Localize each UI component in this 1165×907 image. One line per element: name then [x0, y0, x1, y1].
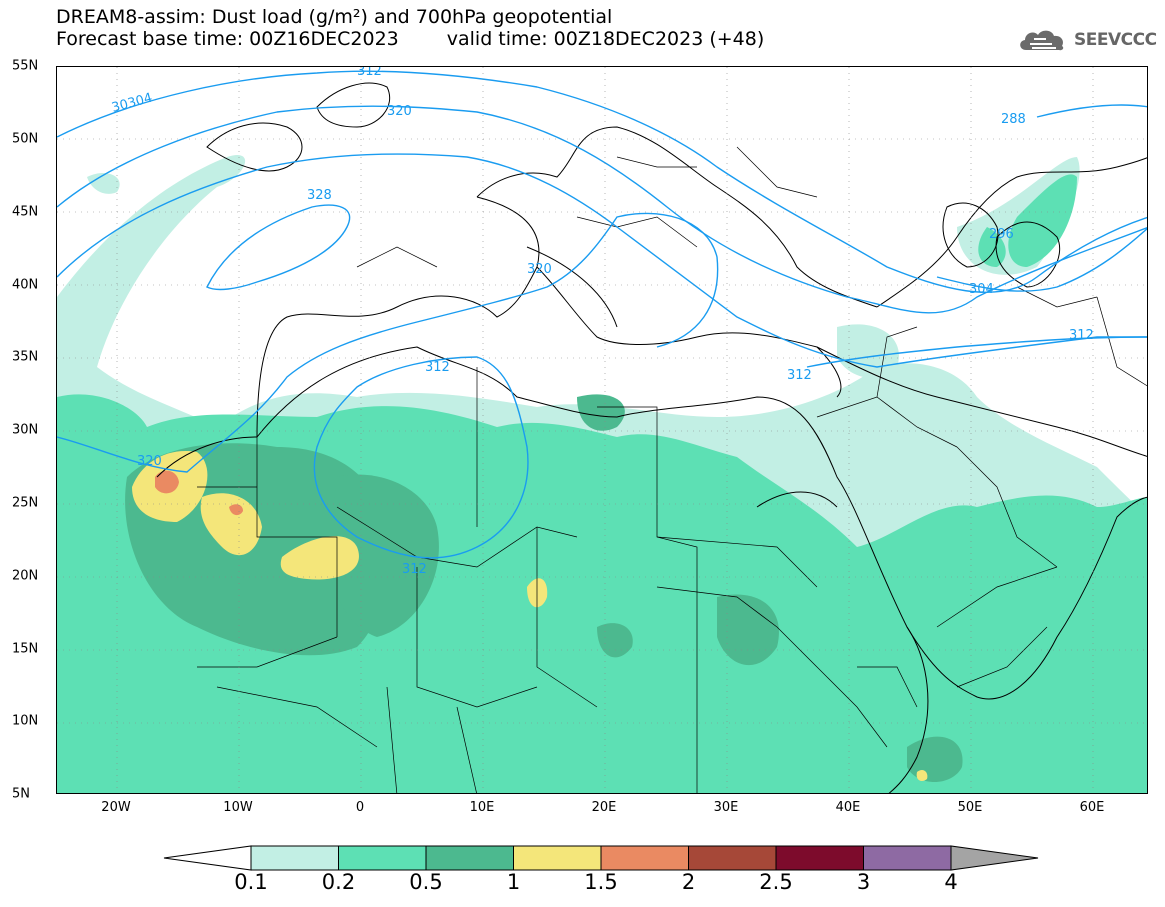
colorbar-tick-label: 1	[506, 870, 521, 894]
forecast-base-time: Forecast base time: 00Z16DEC2023	[56, 28, 399, 50]
lat-label: 30N	[12, 422, 39, 438]
colorbar-swatch	[775, 845, 864, 871]
colorbar-tick-label: 0.1	[234, 870, 268, 894]
title-line-1: DREAM8-assim: Dust load (g/m²) and 700hP…	[56, 6, 613, 28]
contour-label: 320	[527, 262, 552, 277]
colorbar-tick-label: 2.5	[759, 870, 793, 894]
lat-label: 5N	[12, 786, 30, 802]
lon-label: 40E	[835, 800, 861, 815]
lat-label: 10N	[12, 713, 39, 729]
dust-load-field: 30304 312 320 328 320 312 312 320 312 31…	[57, 67, 1147, 793]
colorbar-tick-label: 4	[944, 870, 958, 894]
lon-label: 20E	[591, 800, 617, 815]
colorbar-over-triangle	[950, 845, 1039, 871]
contour-label: 312	[787, 368, 812, 383]
lon-label: 30E	[713, 800, 739, 815]
contour-label: 304	[969, 282, 994, 297]
lon-label: 0	[355, 800, 365, 815]
colorbar-swatch	[250, 845, 339, 871]
lat-label: 20N	[12, 568, 39, 584]
lon-label: 10W	[223, 800, 253, 815]
contour-label: 296	[989, 227, 1014, 242]
graticule	[57, 67, 1147, 793]
contour-label: 312	[357, 67, 382, 79]
lat-label: 40N	[12, 277, 39, 293]
cloud-icon	[1020, 30, 1064, 51]
colorbar	[163, 845, 1039, 871]
colorbar-tick-label: 2	[681, 870, 696, 894]
valid-time: valid time: 00Z18DEC2023 (+48)	[446, 28, 765, 50]
coastlines	[156, 82, 1147, 793]
seevccc-logo: SEEVCCC	[1016, 26, 1157, 54]
lon-label: 20W	[101, 800, 131, 815]
lon-label: 50E	[957, 800, 983, 815]
contour-label: 312	[425, 360, 450, 375]
colorbar-swatch	[338, 845, 427, 871]
dust-level-1.5	[155, 470, 243, 516]
lat-label: 25N	[12, 495, 39, 511]
contour-label: 312	[1069, 328, 1094, 343]
colorbar-tick-label: 3	[856, 870, 871, 894]
contour-label: 320	[137, 454, 162, 469]
colorbar-tick-label: 0.2	[321, 870, 356, 894]
lat-label: 50N	[12, 131, 39, 147]
logo-text: SEEVCCC	[1074, 30, 1157, 50]
colorbar-under-triangle	[163, 845, 252, 871]
colorbar-swatch	[688, 845, 777, 871]
colorbar-swatch	[863, 845, 952, 871]
lat-label: 15N	[12, 641, 39, 657]
colorbar-swatch	[513, 845, 602, 871]
contour-label: 288	[1001, 112, 1026, 127]
lat-label: 45N	[12, 204, 39, 220]
contour-label: 328	[307, 188, 332, 203]
colorbar-swatch	[600, 845, 689, 871]
contour-label: 312	[402, 562, 427, 577]
colorbar-tick-label: 1.5	[584, 870, 618, 894]
lat-label: 35N	[12, 349, 39, 365]
map-title: DREAM8-assim: Dust load (g/m²) and 700hP…	[56, 6, 764, 50]
geopotential-labels: 30304 312 320 328 320 312 312 320 312 31…	[110, 67, 1094, 577]
colorbar-tick-label: 0.5	[409, 870, 443, 894]
geopotential-contours	[57, 70, 1147, 559]
country-borders	[197, 146, 1147, 793]
colorbar-swatch	[425, 845, 514, 871]
lon-label: 60E	[1079, 800, 1105, 815]
contour-label: 320	[387, 104, 412, 119]
dust-map: 30304 312 320 328 320 312 312 320 312 31…	[56, 66, 1148, 794]
lat-label: 55N	[12, 58, 39, 74]
dust-level-1	[132, 451, 928, 781]
lon-label: 10E	[469, 800, 495, 815]
